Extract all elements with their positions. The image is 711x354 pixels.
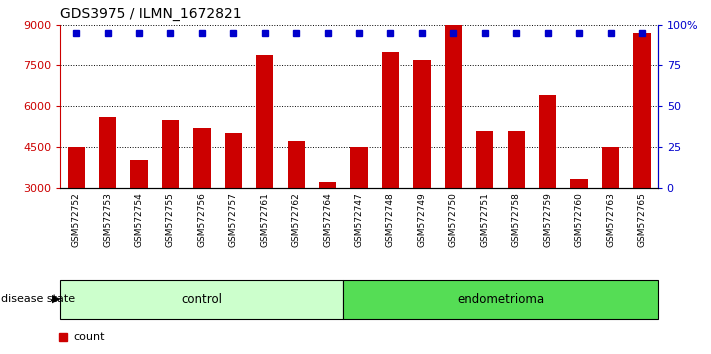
- Text: GSM572758: GSM572758: [512, 192, 520, 247]
- Text: GSM572764: GSM572764: [323, 192, 332, 247]
- Text: GSM572752: GSM572752: [72, 192, 80, 247]
- Text: endometrioma: endometrioma: [457, 293, 544, 306]
- Bar: [319, 182, 336, 188]
- Text: GSM572762: GSM572762: [292, 192, 301, 247]
- Bar: [413, 60, 431, 188]
- Bar: [225, 133, 242, 188]
- Text: disease state: disease state: [1, 294, 75, 304]
- Bar: [99, 117, 116, 188]
- Bar: [162, 120, 179, 188]
- Text: ▶: ▶: [52, 294, 60, 304]
- Text: GSM572757: GSM572757: [229, 192, 237, 247]
- Bar: [634, 33, 651, 188]
- Text: GSM572748: GSM572748: [386, 192, 395, 247]
- Bar: [193, 128, 210, 188]
- Text: GSM572765: GSM572765: [638, 192, 646, 247]
- Bar: [570, 179, 588, 188]
- Bar: [508, 131, 525, 188]
- Bar: [539, 95, 556, 188]
- Text: GSM572756: GSM572756: [198, 192, 206, 247]
- Text: GDS3975 / ILMN_1672821: GDS3975 / ILMN_1672821: [60, 7, 242, 21]
- Bar: [68, 147, 85, 188]
- Text: GSM572750: GSM572750: [449, 192, 458, 247]
- Text: GSM572754: GSM572754: [134, 192, 144, 247]
- Text: GSM572763: GSM572763: [606, 192, 615, 247]
- Text: count: count: [74, 332, 105, 342]
- Text: GSM572759: GSM572759: [543, 192, 552, 247]
- Bar: [130, 160, 148, 188]
- Bar: [602, 147, 619, 188]
- Text: GSM572753: GSM572753: [103, 192, 112, 247]
- Bar: [476, 131, 493, 188]
- Text: GSM572749: GSM572749: [417, 192, 427, 247]
- Text: GSM572760: GSM572760: [574, 192, 584, 247]
- Text: GSM572747: GSM572747: [355, 192, 363, 247]
- Bar: [256, 55, 274, 188]
- Text: GSM572751: GSM572751: [481, 192, 489, 247]
- Bar: [287, 142, 305, 188]
- Text: GSM572761: GSM572761: [260, 192, 269, 247]
- Text: GSM572755: GSM572755: [166, 192, 175, 247]
- Bar: [343, 280, 658, 319]
- Bar: [382, 52, 399, 188]
- Text: control: control: [181, 293, 223, 306]
- Bar: [351, 147, 368, 188]
- Bar: [444, 25, 462, 188]
- Bar: [60, 280, 343, 319]
